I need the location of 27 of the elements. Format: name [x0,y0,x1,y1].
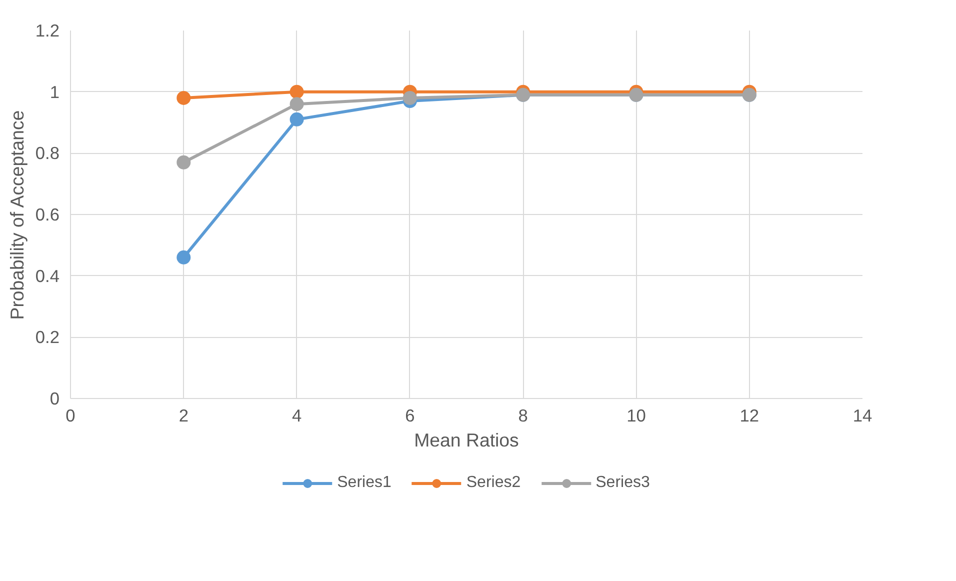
point [176,90,191,105]
x-tick-label: 0 [66,406,76,426]
y-tick-label: 0.6 [35,204,60,224]
point [176,155,191,170]
y-tick-label: 0.2 [35,327,60,348]
point [176,250,191,264]
x-axis-title: Mean Ratios [414,430,519,450]
y-axis-title: Probability of Acceptance [6,110,28,320]
y-tick-label: 0.4 [35,266,60,286]
x-tick-label: 12 [740,406,759,426]
x-tick-label: 6 [405,406,415,426]
point [290,97,304,112]
y-tick-label: 1 [50,82,60,102]
legend-label: Series2 [466,474,521,492]
x-tick-label: 2 [178,406,188,426]
x-tick-label: 14 [852,406,872,426]
legend-label: Series3 [596,474,650,492]
x-tick-label: 10 [626,406,646,426]
y-tick-label: 1.2 [35,20,60,40]
y-tick-label: 0 [50,388,60,408]
point [290,84,304,99]
point [402,90,417,105]
legend-label: Series1 [337,474,392,492]
x-tick-label: 4 [292,406,302,426]
point [290,112,304,126]
x-tick-label: 8 [518,406,528,426]
y-tick-label: 0.8 [35,143,60,164]
